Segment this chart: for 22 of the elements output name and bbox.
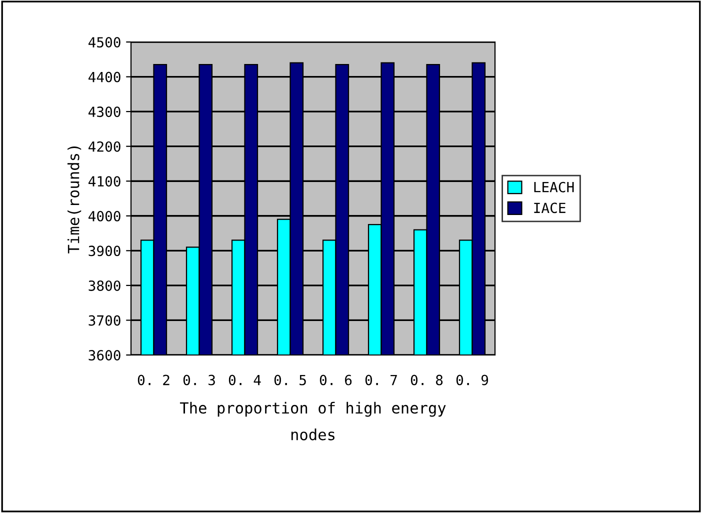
y-tick-label: 4500 <box>88 37 120 48</box>
x-tick-label: 0. 2 <box>138 374 170 386</box>
y-axis-title: Time(rounds) <box>67 146 82 254</box>
x-tick-label: 0. 7 <box>365 374 397 386</box>
x-tick-label: 0. 6 <box>320 374 352 386</box>
y-tick-label: 3700 <box>88 315 120 326</box>
x-tick-label: 0. 8 <box>410 374 443 386</box>
x-axis-title: The proportion of high energy nodes <box>180 402 446 440</box>
y-tick-label: 3800 <box>88 280 120 291</box>
y-tick-label: 4200 <box>88 141 120 152</box>
y-tick-label: 4000 <box>88 210 120 222</box>
legend-label: LEACH <box>534 182 574 192</box>
y-tick-label: 3900 <box>88 246 120 256</box>
x-tick-label: 0. 5 <box>274 374 306 386</box>
x-tick-label: 0. 9 <box>456 374 488 386</box>
y-tick-label: 4100 <box>88 176 120 187</box>
x-tick-label: 0. 3 <box>183 374 215 386</box>
legend-label: IACE <box>534 202 566 214</box>
y-tick-label: 4400 <box>88 72 120 82</box>
y-tick-label: 3600 <box>88 350 120 361</box>
x-tick-label: 0. 4 <box>228 374 261 386</box>
y-tick-label: 4300 <box>88 106 120 118</box>
